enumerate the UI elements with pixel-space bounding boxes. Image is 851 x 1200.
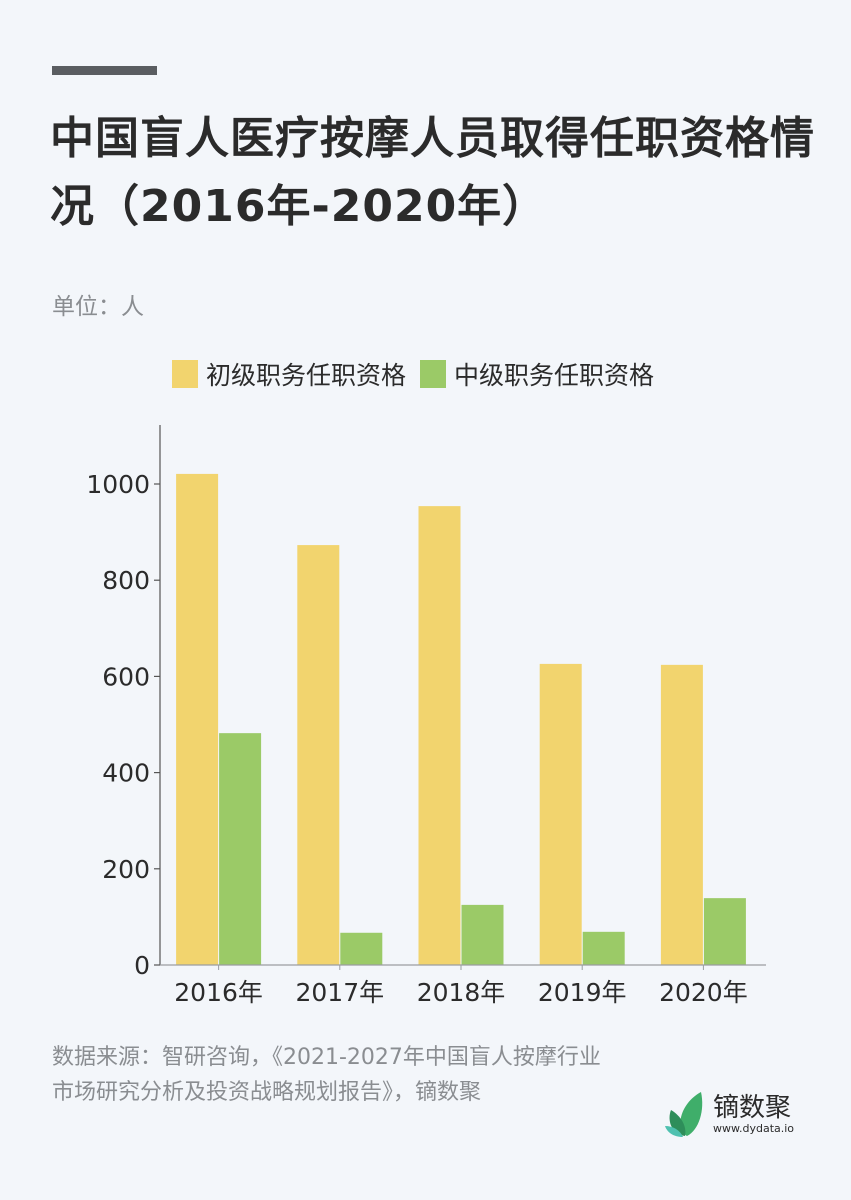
bar-junior <box>418 506 461 965</box>
bar-junior <box>660 664 703 965</box>
brand-logo: 镝数聚 www.dydata.io <box>665 1090 794 1138</box>
x-axis: 2016年 2017年 2018年 2019年 2020年 <box>160 964 766 1007</box>
bar-junior <box>176 473 219 965</box>
x-tick-label: 2018年 <box>417 978 506 1007</box>
bar-junior <box>297 545 340 965</box>
y-axis: 0 200 400 600 800 1000 <box>86 425 161 980</box>
logo-name: 镝数聚 <box>713 1092 792 1123</box>
legend-swatch-junior <box>172 360 198 388</box>
legend-item-intermediate: 中级职务任职资格 <box>420 356 654 392</box>
x-tick-label: 2019年 <box>538 978 627 1007</box>
unit-label: 单位：人 <box>52 294 144 320</box>
page-title: 中国盲人医疗按摩人员取得任职资格情况（2016年-2020年） <box>50 113 815 232</box>
y-tick-label: 400 <box>102 759 150 788</box>
y-tick-label: 200 <box>102 855 150 884</box>
leaf-logo-icon <box>665 1092 703 1137</box>
chart-legend: 初级职务任职资格 中级职务任职资格 <box>172 356 668 392</box>
bars-group <box>176 473 746 965</box>
bar-intermediate <box>461 904 504 965</box>
bar-junior <box>539 663 582 965</box>
x-tick-label: 2020年 <box>659 978 748 1007</box>
x-tick-label: 2016年 <box>174 978 263 1007</box>
y-tick-label: 0 <box>134 951 150 980</box>
legend-label-junior: 初级职务任职资格 <box>206 361 407 390</box>
y-tick-label: 800 <box>102 566 150 595</box>
x-tick-label: 2017年 <box>295 978 384 1007</box>
legend-item-junior: 初级职务任职资格 <box>172 356 406 392</box>
title-accent-bar <box>52 66 157 75</box>
bar-intermediate <box>340 932 383 965</box>
legend-swatch-intermediate <box>420 360 447 388</box>
y-tick-label: 600 <box>102 662 150 691</box>
data-source-note: 数据来源：智研咨询，《2021-2027年中国盲人按摩行业市场研究分析及投资战略… <box>52 1045 601 1105</box>
y-tick-label: 1000 <box>86 470 150 499</box>
legend-label-intermediate: 中级职务任职资格 <box>454 361 655 390</box>
bar-intermediate <box>219 733 262 965</box>
bar-intermediate <box>703 898 746 965</box>
logo-url: www.dydata.io <box>713 1121 795 1135</box>
bar-intermediate <box>582 931 625 965</box>
